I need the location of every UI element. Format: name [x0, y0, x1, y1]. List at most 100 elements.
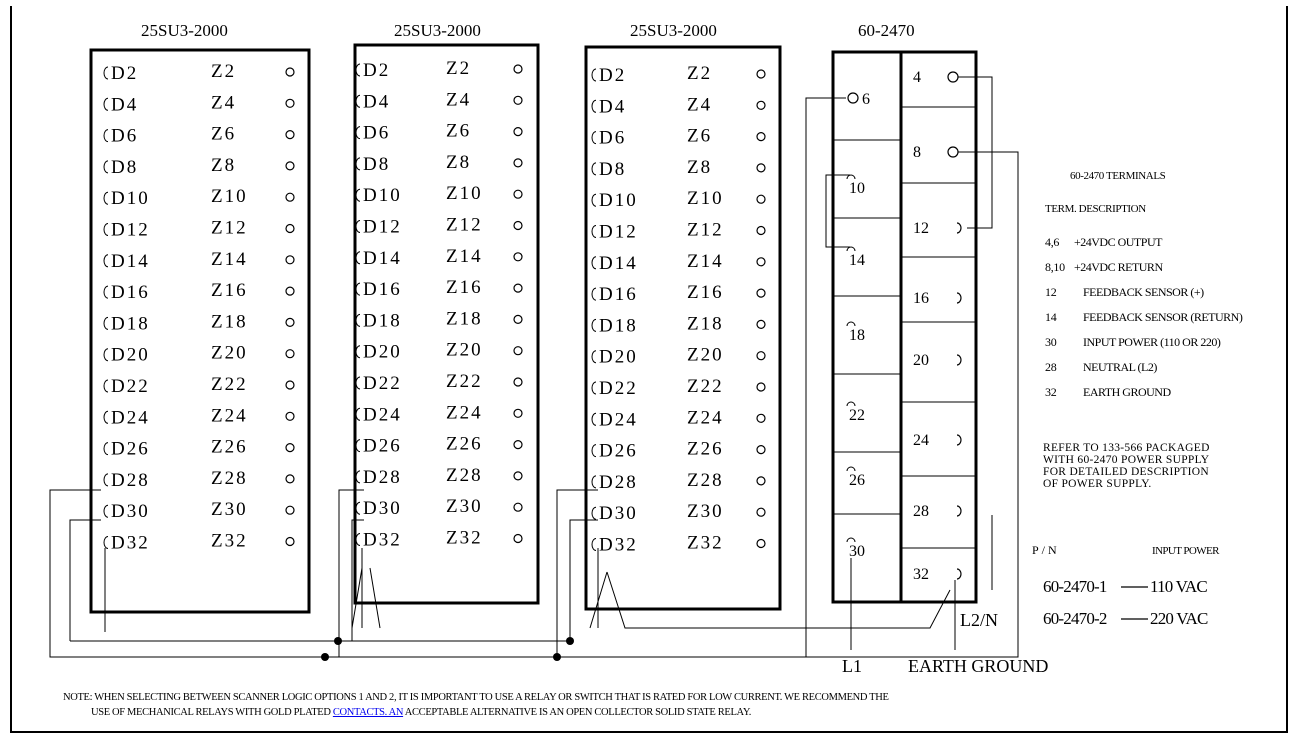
z-terminal-label: Z14 — [687, 251, 724, 272]
junction-dot — [334, 637, 342, 645]
z-terminal-label: Z26 — [687, 439, 724, 460]
d-terminal-label: D12 — [363, 217, 402, 238]
note-line-1: NOTE: WHEN SELECTING BETWEEN SCANNER LOG… — [63, 692, 889, 703]
d-terminal-label: D10 — [111, 188, 150, 209]
terminal-screw-icon — [285, 317, 295, 327]
terminal-mark-icon — [591, 131, 597, 145]
d-terminal-label: D16 — [111, 282, 150, 303]
z-terminal-label: Z26 — [211, 437, 248, 458]
refer-line: REFER TO 133-566 PACKAGED — [1043, 442, 1210, 454]
ps-left-terminal-label: 6 — [862, 91, 870, 108]
z-terminal-label: Z16 — [211, 280, 248, 301]
terminal-screw-icon — [285, 443, 295, 453]
refer-line: FOR DETAILED DESCRIPTION — [1043, 466, 1209, 478]
terminal-mark-icon — [591, 444, 597, 458]
d-terminal-label: D20 — [599, 347, 638, 368]
note-line-2-rest: ACCEPTABLE ALTERNATIVE IS AN OPEN COLLEC… — [403, 707, 752, 718]
legend-term: 8,10 — [1045, 260, 1065, 274]
z-terminal-label: Z22 — [211, 374, 248, 395]
z-terminal-label: Z4 — [446, 89, 471, 110]
terminal-screw-icon — [285, 286, 295, 296]
terminal-mark-icon — [846, 466, 856, 472]
z-terminal-label: Z2 — [446, 58, 471, 79]
d-terminal-label: D22 — [111, 376, 150, 397]
terminal-mark-icon — [103, 160, 109, 174]
z-terminal-label: Z24 — [687, 407, 724, 428]
legend-description: +24VDC OUTPUT — [1074, 235, 1163, 249]
z-terminal-label: Z14 — [211, 249, 248, 270]
terminal-screw-icon — [756, 445, 766, 455]
terminal-screw-icon — [513, 471, 523, 481]
z-terminal-label: Z10 — [687, 188, 724, 209]
terminal-mark-icon — [103, 223, 109, 236]
legend-title: 60-2470 TERMINALS — [1070, 170, 1166, 182]
z-terminal-label: Z10 — [211, 186, 248, 207]
ps-left-terminal-label: 10 — [849, 180, 865, 197]
wiring — [49, 76, 1019, 658]
d-terminal-label: D32 — [599, 535, 638, 556]
ps-right-terminal-label: 20 — [913, 352, 929, 369]
legend-description: EARTH GROUND — [1083, 385, 1171, 399]
d-terminal-label: D4 — [363, 91, 390, 112]
power-supply-terminals: 6 10 14 18 22 26 30 4 8 12 16 20 24 28 32 — [833, 69, 976, 583]
terminal-mark-icon — [591, 412, 597, 426]
d-terminal-label: D6 — [599, 128, 626, 149]
terminal-mark-icon — [355, 94, 361, 108]
terminal-mark-icon — [103, 254, 109, 268]
z-terminal-label: Z8 — [446, 152, 471, 173]
module-3-terminals: D2 Z2 D4 Z4 D6 Z6 D8 Z8 D10 Z10 D12 Z12 D14 Z14 D16 Z16… — [591, 63, 766, 556]
terminal-screw-icon — [285, 474, 295, 484]
part-number: 60-2470-1 — [1043, 577, 1107, 596]
l2n-label: L2/N — [960, 610, 998, 630]
terminal-mark-icon — [355, 313, 361, 327]
d-terminal-label: D22 — [363, 373, 402, 394]
terminal-screw-icon — [513, 64, 523, 74]
z-terminal-label: Z6 — [211, 124, 236, 145]
terminal-mark-icon — [956, 568, 962, 580]
ps-right-terminal-label: 4 — [913, 69, 921, 86]
terminal-screw-icon — [513, 127, 523, 137]
terminal-mark-icon — [103, 129, 109, 143]
junction-dot — [321, 653, 329, 661]
d-terminal-label: D14 — [111, 251, 150, 272]
z-terminal-label: Z12 — [211, 218, 248, 239]
d-terminal-label: D26 — [363, 436, 402, 457]
terminal-mark-icon — [355, 282, 361, 296]
z-terminal-label: Z8 — [211, 155, 236, 176]
d-terminal-label: D20 — [363, 342, 402, 363]
junction-dot — [566, 637, 574, 645]
legend-term: 4,6 — [1045, 235, 1059, 249]
terminal-mark-icon — [846, 321, 856, 327]
ps-right-terminal-label: 12 — [913, 220, 929, 237]
terminal-screw-icon — [513, 314, 523, 324]
z-terminal-label: Z4 — [687, 94, 712, 115]
terminal-screw-icon — [947, 146, 959, 158]
terminal-screw-icon — [285, 411, 295, 421]
z-terminal-label: Z22 — [687, 376, 724, 397]
module-2-label: 25SU3-2000 — [394, 21, 481, 40]
d-terminal-label: D24 — [599, 409, 638, 430]
terminal-screw-icon — [947, 71, 959, 83]
z-terminal-label: Z20 — [446, 340, 483, 361]
terminal-mark-icon — [355, 439, 361, 453]
d-terminal-label: D24 — [363, 404, 402, 425]
z-terminal-label: Z32 — [687, 533, 724, 554]
ps-left-terminal-label: 26 — [849, 472, 865, 489]
z-terminal-label: Z12 — [446, 215, 483, 236]
d-terminal-label: D10 — [599, 190, 638, 211]
d-terminal-label: D32 — [111, 533, 150, 554]
terminal-screw-icon — [756, 413, 766, 423]
terminal-screw-icon — [756, 476, 766, 486]
terminal-mark-icon — [103, 473, 109, 487]
contacts-link[interactable]: CONTACTS. AN — [332, 707, 404, 718]
terminal-mark-icon — [355, 407, 361, 421]
part-input-power: 110 VAC — [1150, 577, 1207, 596]
terminal-mark-icon — [355, 126, 361, 140]
d-terminal-label: D18 — [599, 315, 638, 336]
ps-left-terminal-label: 30 — [849, 543, 865, 560]
terminal-mark-icon — [355, 533, 361, 546]
terminal-screw-icon — [285, 192, 295, 202]
ps-right-terminal-label: 28 — [913, 503, 929, 520]
drawing-frame — [10, 6, 1288, 733]
part-table-rows: 60-2470-1 110 VAC 60-2470-2 220 VAC — [1043, 577, 1209, 628]
